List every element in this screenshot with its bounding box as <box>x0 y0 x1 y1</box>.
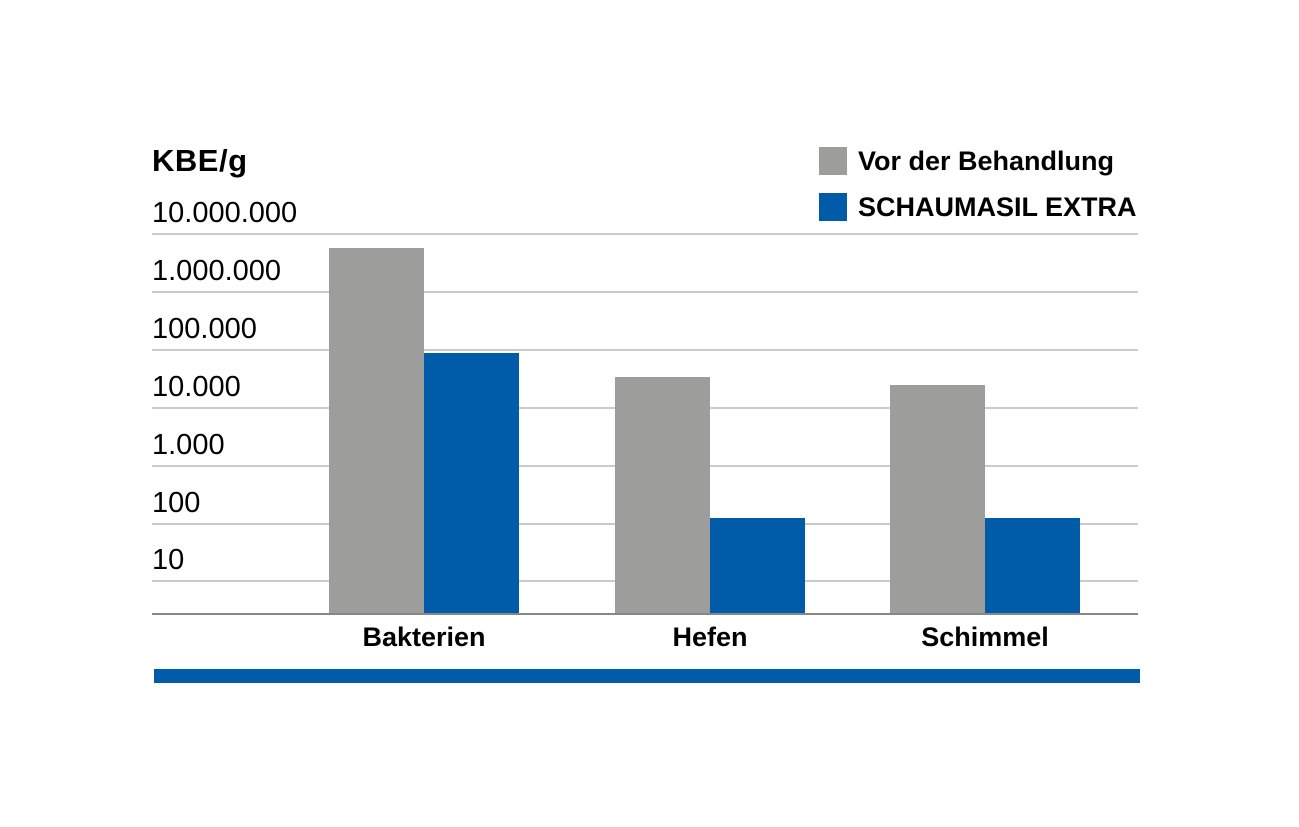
x-axis-label-schimmel: Schimmel <box>921 622 1049 652</box>
gridline <box>152 233 1138 235</box>
bar-bakterien-schaumasil-extra <box>424 352 519 613</box>
bar-schimmel-schaumasil-extra <box>985 517 1080 613</box>
legend-item-vor-der-behandlung: Vor der Behandlung <box>819 147 1137 175</box>
plot-area: 10.000.000 1.000.000 100.000 10.000 1.000 100… <box>152 197 1138 615</box>
gridline <box>152 348 1138 351</box>
y-tick-label: 10.000.000 <box>152 197 298 229</box>
legend-label: SCHAUMASIL EXTRA <box>858 192 1137 222</box>
legend-item-schaumasil-extra: SCHAUMASIL EXTRA <box>819 193 1137 221</box>
y-tick-label: 10 <box>152 544 185 577</box>
x-axis-line <box>152 613 1138 615</box>
legend-swatch-vor-der-behandlung <box>819 147 847 175</box>
bar-hefen-schaumasil-extra <box>710 517 805 613</box>
bottom-accent-bar <box>154 669 1140 683</box>
y-tick-label: 100.000 <box>152 312 257 345</box>
legend: Vor der Behandlung SCHAUMASIL EXTRA <box>819 147 1137 239</box>
y-tick-label: 100 <box>152 486 201 519</box>
y-tick-label: 10.000 <box>152 370 241 403</box>
bar-bakterien-vor-der-behandlung <box>329 248 424 613</box>
y-tick-label: 1.000 <box>152 428 225 461</box>
x-axis-label-bakterien: Bakterien <box>362 622 486 652</box>
legend-swatch-schaumasil-extra <box>819 193 847 221</box>
gridline <box>152 290 1138 293</box>
y-axis-title: KBE/g <box>152 143 248 178</box>
y-tick-label: 1.000.000 <box>152 254 282 287</box>
legend-label: Vor der Behandlung <box>858 146 1115 176</box>
bar-schimmel-vor-der-behandlung <box>890 384 985 613</box>
bar-hefen-vor-der-behandlung <box>615 376 710 613</box>
x-axis-label-hefen: Hefen <box>672 622 748 652</box>
